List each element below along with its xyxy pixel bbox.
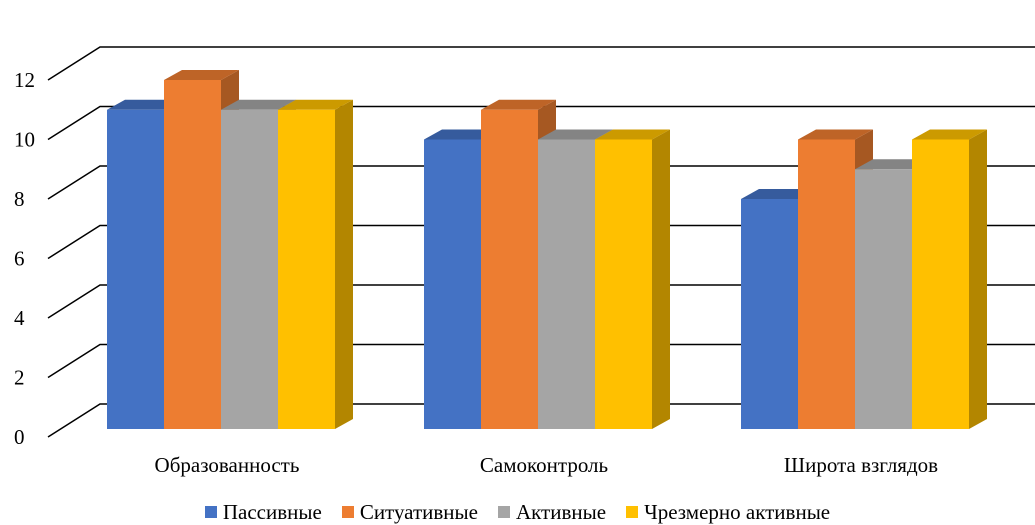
- bar: [481, 109, 538, 429]
- y-tick-label: 4: [14, 306, 25, 330]
- gridline: [47, 165, 1035, 200]
- bar-side: [652, 129, 670, 429]
- bar-top: [855, 159, 930, 170]
- legend-swatch-situational: [341, 506, 354, 518]
- bar-top: [278, 99, 353, 110]
- bar: [741, 199, 798, 429]
- legend-item-active: Активные: [497, 499, 607, 525]
- chart-area: 0 2 4 6 8 10 12 Образованность Самоконтроль Широ…: [14, 46, 1035, 477]
- legend: Пассивные Ситуативные Активные Чрезмерно…: [0, 500, 1035, 524]
- bar-top: [107, 99, 182, 110]
- bar-top: [741, 189, 816, 199]
- y-tick-label: 6: [14, 247, 25, 271]
- bar: [595, 139, 652, 429]
- bar-top: [798, 129, 873, 140]
- x-category-label: Самоконтроль: [480, 453, 608, 477]
- legend-item-situational: Ситуативные: [341, 499, 478, 525]
- bar-top: [221, 99, 296, 110]
- bar: [798, 139, 855, 429]
- bar: [164, 80, 221, 429]
- legend-item-passive: Пассивные: [204, 499, 322, 525]
- legend-swatch-passive: [204, 506, 217, 518]
- legend-label-overactive: Чрезмерно активные: [644, 499, 831, 524]
- bar-top: [538, 129, 613, 140]
- y-tick-label: 2: [14, 366, 25, 390]
- bars: [107, 70, 987, 429]
- bar-top: [424, 129, 499, 140]
- gridline: [47, 343, 1035, 379]
- bar: [221, 109, 278, 429]
- legend-label-situational: Ситуативные: [359, 499, 478, 524]
- x-category-label: Широта взглядов: [784, 453, 938, 477]
- legend-label-active: Активные: [515, 499, 607, 524]
- legend-swatch-overactive: [626, 506, 639, 518]
- y-tick-label: 0: [14, 425, 25, 449]
- bar-side: [969, 129, 987, 429]
- y-axis-ticks: 0 2 4 6 8 10 12: [14, 68, 35, 449]
- bar: [855, 169, 912, 429]
- gridline: [47, 105, 1035, 141]
- bar-top: [595, 129, 670, 140]
- bar-side: [335, 99, 353, 429]
- x-axis-labels: Образованность Самоконтроль Широта взглядо…: [155, 453, 939, 477]
- bar: [912, 139, 969, 429]
- gridlines: [47, 46, 1035, 438]
- y-tick-label: 8: [14, 187, 25, 211]
- gridline: [47, 284, 1035, 319]
- legend-swatch-active: [497, 506, 510, 518]
- y-tick-label: 12: [14, 68, 35, 92]
- legend-label-passive: Пассивные: [222, 499, 322, 524]
- legend-item-overactive: Чрезмерно активные: [626, 500, 830, 525]
- bar: [538, 139, 595, 429]
- gridline: [47, 403, 1035, 438]
- bar-top: [912, 129, 987, 140]
- gridline: [47, 46, 1035, 81]
- bar-top: [164, 70, 239, 80]
- gridline: [47, 224, 1035, 260]
- bar: [424, 139, 481, 429]
- bar: [278, 109, 335, 429]
- y-tick-label: 10: [14, 128, 35, 152]
- x-category-label: Образованность: [155, 453, 300, 477]
- bar: [107, 109, 164, 429]
- bar-top: [481, 99, 556, 110]
